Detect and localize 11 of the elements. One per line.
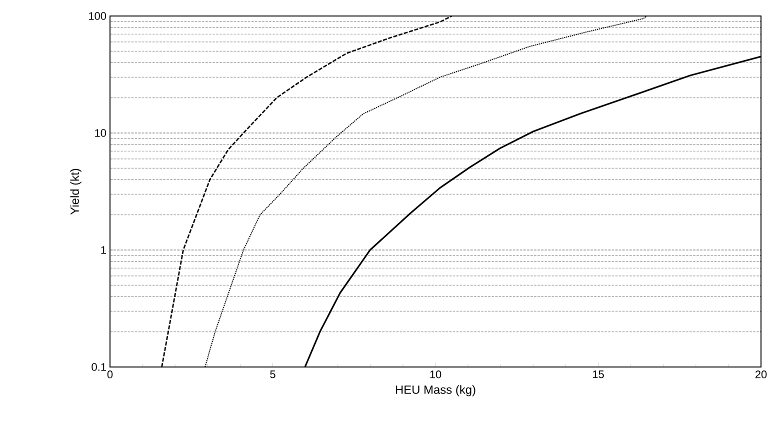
x-tick-label: 0 — [107, 370, 113, 378]
x-tick-label: 5 — [270, 370, 276, 378]
y-tick-label: 10 — [95, 129, 106, 137]
y-tick-label: 100 — [89, 12, 106, 20]
y-tick-label: 1 — [101, 246, 106, 254]
y-tick-label: 0.1 — [92, 363, 106, 371]
x-tick-label: 15 — [592, 370, 604, 378]
x-axis-title: HEU Mass (kg) — [396, 385, 476, 396]
y-axis-title: Yield (kt) — [70, 168, 82, 215]
x-tick-label: 10 — [430, 370, 442, 378]
x-tick-label: 20 — [755, 370, 767, 378]
